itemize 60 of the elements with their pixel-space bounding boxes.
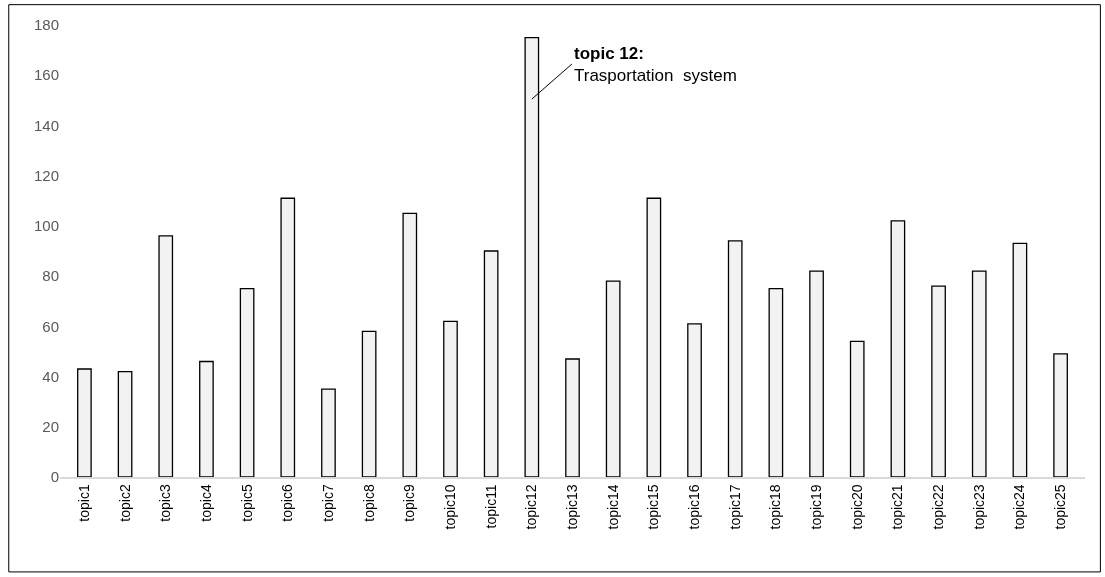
x-tick-label: topic22 bbox=[930, 484, 947, 530]
bar bbox=[646, 197, 662, 477]
x-tick-label: topic10 bbox=[442, 484, 459, 530]
bar bbox=[565, 358, 580, 477]
x-tick-label: topic14 bbox=[604, 484, 621, 530]
y-tick-label: 20 bbox=[42, 418, 59, 436]
bar bbox=[971, 270, 987, 477]
bar bbox=[77, 368, 92, 477]
bar bbox=[1053, 353, 1068, 477]
annotation: topic 12: Trasportation system bbox=[574, 44, 737, 86]
x-tick-label: topic5 bbox=[238, 484, 255, 522]
y-tick-label: 0 bbox=[50, 468, 59, 486]
x-tick-label: topic15 bbox=[645, 484, 662, 530]
bar bbox=[1012, 242, 1028, 477]
x-tick-label: topic23 bbox=[970, 484, 987, 530]
bar bbox=[849, 340, 865, 477]
bar bbox=[483, 250, 499, 477]
bar bbox=[890, 220, 906, 477]
bar bbox=[402, 212, 418, 477]
bar bbox=[239, 288, 255, 477]
bar bbox=[687, 323, 702, 477]
bar bbox=[199, 360, 214, 477]
x-tick-label: topic7 bbox=[320, 484, 336, 522]
x-tick-label: topic24 bbox=[1011, 484, 1028, 530]
y-tick-label: 40 bbox=[42, 367, 59, 385]
x-tick-label: topic17 bbox=[726, 484, 743, 530]
y-tick-label: 100 bbox=[33, 217, 59, 235]
bar bbox=[361, 330, 377, 477]
x-tick-label: topic20 bbox=[848, 484, 865, 530]
y-tick-label: 120 bbox=[33, 166, 59, 184]
bar bbox=[443, 320, 458, 477]
bar bbox=[605, 280, 621, 477]
x-tick-label: topic1 bbox=[75, 484, 92, 522]
x-tick-label: topic6 bbox=[279, 484, 296, 522]
x-tick-label: topic9 bbox=[401, 484, 418, 522]
x-tick-label: topic21 bbox=[889, 484, 906, 530]
x-tick-label: topic19 bbox=[808, 484, 825, 530]
bar bbox=[321, 388, 336, 477]
bar bbox=[280, 197, 296, 477]
bar bbox=[117, 370, 133, 477]
x-tick-label: topic12 bbox=[523, 484, 540, 530]
y-tick-label: 180 bbox=[33, 16, 59, 34]
x-tick-label: topic3 bbox=[157, 484, 174, 522]
bar bbox=[809, 270, 824, 477]
y-tick-label: 80 bbox=[42, 267, 59, 285]
bar bbox=[158, 235, 174, 477]
x-tick-label: topic13 bbox=[564, 484, 581, 530]
x-tick-label: topic8 bbox=[360, 484, 377, 522]
y-tick-label: 160 bbox=[33, 66, 59, 84]
x-tick-label: topic16 bbox=[686, 484, 703, 530]
x-tick-label: topic11 bbox=[482, 484, 499, 529]
bar bbox=[931, 285, 946, 477]
x-tick-label: topic4 bbox=[197, 484, 214, 522]
x-tick-label: topic25 bbox=[1052, 484, 1069, 530]
y-tick-label: 60 bbox=[42, 317, 59, 335]
bar bbox=[768, 288, 784, 477]
y-tick-label: 140 bbox=[33, 116, 59, 134]
x-tick-label: topic18 bbox=[767, 484, 784, 530]
bar bbox=[727, 240, 743, 477]
x-tick-label: topic2 bbox=[116, 484, 133, 522]
